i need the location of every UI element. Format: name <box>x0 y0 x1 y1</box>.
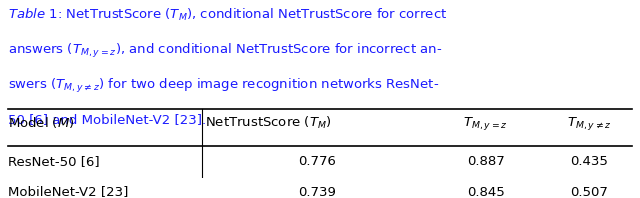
Text: Model ($M$): Model ($M$) <box>8 115 74 130</box>
Text: ResNet-50 [6]: ResNet-50 [6] <box>8 155 99 168</box>
Text: answers ($T_{M,y=z}$), and conditional NetTrustScore for incorrect an-: answers ($T_{M,y=z}$), and conditional N… <box>8 42 442 60</box>
Text: swers ($T_{M,y\neq z}$) for two deep image recognition networks ResNet-: swers ($T_{M,y\neq z}$) for two deep ima… <box>8 77 439 95</box>
Text: 0.739: 0.739 <box>298 186 336 198</box>
Text: $T_{M,y\neq z}$: $T_{M,y\neq z}$ <box>567 115 612 132</box>
Text: $T_{M,y=z}$: $T_{M,y=z}$ <box>463 115 508 132</box>
Text: 0.887: 0.887 <box>467 155 504 168</box>
Text: 0.435: 0.435 <box>570 155 608 168</box>
Text: 0.845: 0.845 <box>467 186 504 198</box>
Text: $\it{Table\ 1}$: NetTrustScore ($T_M$), conditional NetTrustScore for correct: $\it{Table\ 1}$: NetTrustScore ($T_M$), … <box>8 7 447 23</box>
Text: 50 [6] and MobileNet-V2 [23].: 50 [6] and MobileNet-V2 [23]. <box>8 113 206 126</box>
Text: MobileNet-V2 [23]: MobileNet-V2 [23] <box>8 186 128 198</box>
Text: NetTrustScore ($T_M$): NetTrustScore ($T_M$) <box>205 115 332 131</box>
Text: 0.507: 0.507 <box>570 186 608 198</box>
Text: 0.776: 0.776 <box>298 155 336 168</box>
